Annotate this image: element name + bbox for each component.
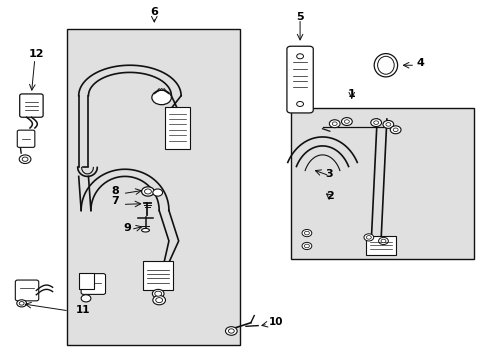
Circle shape (228, 329, 234, 333)
Circle shape (153, 189, 162, 196)
FancyBboxPatch shape (15, 280, 39, 301)
Text: 4: 4 (415, 58, 423, 68)
FancyBboxPatch shape (365, 236, 395, 255)
Circle shape (152, 90, 171, 105)
Text: 7: 7 (111, 197, 119, 206)
Circle shape (225, 327, 237, 335)
Circle shape (296, 102, 303, 107)
Circle shape (22, 157, 28, 161)
Circle shape (302, 229, 311, 237)
Circle shape (392, 128, 397, 132)
Circle shape (152, 289, 163, 298)
Circle shape (142, 187, 154, 196)
FancyBboxPatch shape (286, 46, 313, 113)
Circle shape (385, 123, 390, 126)
FancyBboxPatch shape (17, 130, 35, 147)
Circle shape (304, 244, 309, 248)
Circle shape (296, 54, 303, 59)
Circle shape (156, 298, 162, 303)
Circle shape (304, 231, 309, 235)
Text: 1: 1 (347, 89, 355, 99)
Text: 9: 9 (123, 223, 131, 233)
FancyBboxPatch shape (79, 273, 94, 289)
Circle shape (144, 189, 151, 194)
Circle shape (155, 291, 161, 296)
Circle shape (370, 119, 381, 127)
Circle shape (81, 295, 91, 302)
FancyBboxPatch shape (142, 261, 173, 291)
Text: 8: 8 (111, 186, 119, 195)
Text: 2: 2 (326, 191, 333, 201)
FancyBboxPatch shape (66, 30, 239, 345)
Text: 5: 5 (296, 12, 303, 22)
Circle shape (153, 296, 165, 305)
Circle shape (19, 155, 31, 163)
Circle shape (344, 120, 348, 123)
FancyBboxPatch shape (20, 94, 43, 117)
FancyBboxPatch shape (290, 108, 473, 259)
Text: 10: 10 (268, 317, 283, 327)
Text: 3: 3 (325, 169, 332, 179)
Circle shape (331, 122, 336, 126)
Circle shape (341, 118, 351, 126)
Circle shape (380, 239, 385, 243)
Text: 6: 6 (150, 7, 158, 17)
Text: 11: 11 (76, 305, 91, 315)
Circle shape (373, 121, 378, 125)
Circle shape (302, 242, 311, 249)
Ellipse shape (377, 56, 393, 74)
Ellipse shape (373, 54, 397, 77)
Text: 12: 12 (28, 49, 44, 59)
Circle shape (363, 234, 373, 241)
Circle shape (382, 121, 393, 129)
Circle shape (378, 237, 387, 244)
Circle shape (366, 235, 370, 239)
Circle shape (389, 126, 400, 134)
Circle shape (19, 302, 24, 305)
FancyBboxPatch shape (81, 274, 105, 294)
Circle shape (329, 120, 339, 128)
Ellipse shape (142, 228, 149, 232)
FancyBboxPatch shape (164, 107, 190, 149)
Circle shape (17, 300, 26, 307)
